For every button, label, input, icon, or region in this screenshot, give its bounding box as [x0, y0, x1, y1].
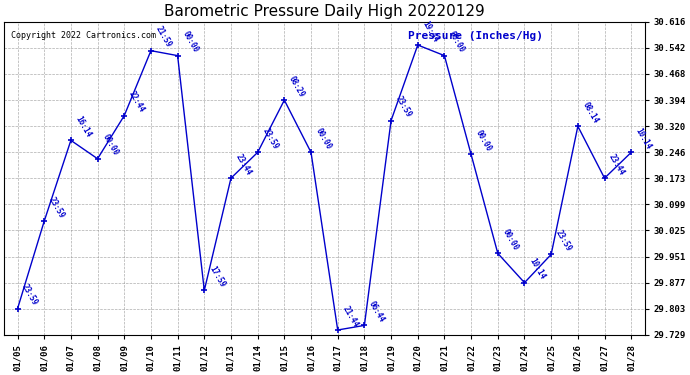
Text: Copyright 2022 Cartronics.com: Copyright 2022 Cartronics.com: [10, 31, 155, 40]
Text: 21:44: 21:44: [340, 304, 360, 328]
Text: 00:00: 00:00: [447, 30, 466, 54]
Text: 06:44: 06:44: [367, 300, 386, 324]
Text: 22:44: 22:44: [127, 90, 146, 114]
Text: 23:59: 23:59: [260, 126, 279, 151]
Text: 00:00: 00:00: [314, 126, 333, 151]
Text: 19:44: 19:44: [420, 19, 440, 44]
Text: 23:44: 23:44: [607, 152, 627, 177]
Text: 00:00: 00:00: [500, 228, 520, 252]
Text: 23:59: 23:59: [20, 283, 39, 308]
Text: 08:29: 08:29: [287, 74, 306, 99]
Text: 10:14: 10:14: [634, 126, 653, 151]
Text: 21:59: 21:59: [154, 25, 173, 49]
Text: 17:59: 17:59: [207, 264, 226, 289]
Text: 10:14: 10:14: [527, 257, 546, 281]
Text: 00:00: 00:00: [100, 133, 119, 158]
Text: Pressure (Inches/Hg): Pressure (Inches/Hg): [408, 31, 542, 41]
Text: 23:59: 23:59: [47, 195, 66, 220]
Text: 23:59: 23:59: [554, 228, 573, 253]
Text: 23:59: 23:59: [394, 94, 413, 119]
Text: 23:44: 23:44: [234, 152, 253, 177]
Title: Barometric Pressure Daily High 20220129: Barometric Pressure Daily High 20220129: [164, 4, 485, 19]
Text: 16:14: 16:14: [74, 114, 93, 139]
Text: 08:14: 08:14: [580, 100, 600, 125]
Text: 00:00: 00:00: [474, 129, 493, 153]
Text: 00:00: 00:00: [180, 30, 199, 54]
